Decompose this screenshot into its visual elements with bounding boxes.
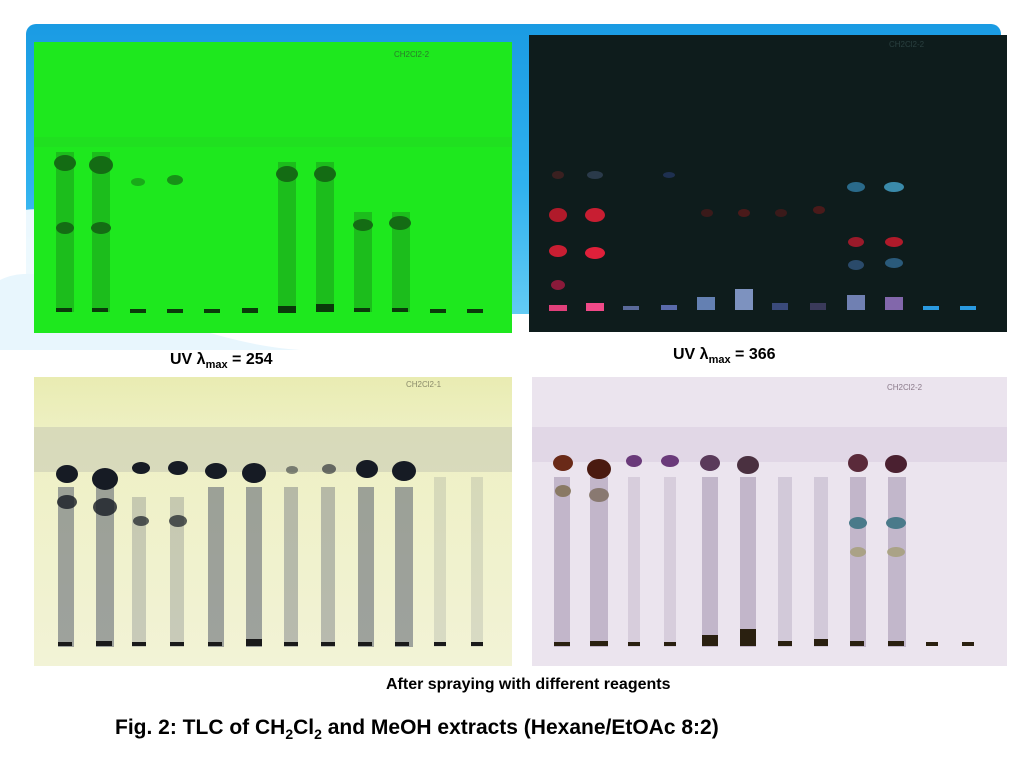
tlc-plate-spray-1-drawing: CH2Cl2-1 — [34, 377, 512, 666]
tlc-plate-spray-2: CH2Cl2-2 — [532, 377, 1007, 666]
tlc-plate-uv366-drawing: CH2Cl2-2 — [529, 35, 1007, 332]
tlc-plate-uv366: CH2Cl2-2 — [529, 35, 1007, 332]
tlc-plate-uv254-drawing: CH2Cl2-2 — [34, 42, 512, 333]
caption-uv254: UV λmax = 254 — [170, 351, 273, 371]
tlc-plate-uv254: CH2Cl2-2 — [34, 42, 512, 333]
tlc-plate-spray-2-drawing: CH2Cl2-2 — [532, 377, 1007, 666]
figure-title-part3: and MeOH extracts (Hexane/EtOAc 8:2) — [321, 716, 719, 739]
caption-uv254-prefix: UV λ — [170, 351, 206, 368]
caption-uv366-prefix: UV λ — [673, 346, 709, 363]
tlc-plate-spray-1: CH2Cl2-1 — [34, 377, 512, 666]
caption-uv366-suffix: = 366 — [730, 346, 776, 363]
plate-label: CH2Cl2-2 — [887, 383, 923, 392]
plate-label: CH2Cl2-2 — [394, 50, 430, 59]
figure-title-sub2: 2 — [314, 726, 322, 743]
caption-after-spraying: After spraying with different reagents — [386, 676, 671, 693]
figure-title-part2: Cl — [293, 716, 315, 739]
figure-title-sub1: 2 — [285, 726, 294, 743]
plate-label: CH2Cl2-2 — [889, 40, 925, 49]
caption-uv366: UV λmax = 366 — [673, 346, 776, 366]
caption-uv254-sub: max — [205, 359, 228, 372]
caption-uv254-suffix: = 254 — [227, 351, 273, 368]
caption-uv366-sub: max — [708, 354, 731, 367]
figure-title: Fig. 2: TLC of CH2Cl2 and MeOH extracts … — [115, 716, 719, 742]
figure-title-part1: Fig. 2: TLC of CH — [115, 716, 286, 739]
plate-label: CH2Cl2-1 — [406, 380, 442, 389]
